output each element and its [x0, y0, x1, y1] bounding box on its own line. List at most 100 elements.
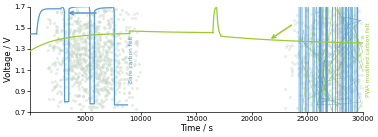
- Point: [314, 45, 321, 47]
- Point: [71, 28, 77, 31]
- Point: [60, 42, 67, 44]
- Point: [323, 17, 329, 19]
- Point: [77, 80, 83, 82]
- Point: [87, 33, 93, 35]
- Point: [85, 55, 91, 57]
- Point: [133, 79, 139, 81]
- Point: [306, 80, 312, 82]
- Point: [132, 59, 138, 61]
- Point: [112, 54, 118, 56]
- Point: [333, 104, 339, 106]
- Point: [72, 100, 78, 102]
- Point: [306, 96, 312, 99]
- Point: [322, 59, 328, 62]
- Point: [93, 35, 99, 37]
- Point: [102, 62, 108, 64]
- Point: [102, 80, 108, 83]
- Point: [102, 58, 108, 61]
- Point: [91, 11, 98, 13]
- Point: [100, 17, 106, 19]
- Point: [113, 44, 119, 46]
- Point: [134, 42, 140, 44]
- Point: [58, 12, 64, 14]
- Point: [85, 75, 91, 78]
- Point: [299, 98, 305, 100]
- Point: [83, 65, 89, 67]
- Point: [108, 73, 114, 75]
- Point: [104, 57, 110, 59]
- Point: [109, 98, 115, 100]
- Point: [63, 51, 69, 53]
- Point: [335, 28, 341, 30]
- Point: [304, 42, 310, 44]
- Point: [340, 27, 346, 29]
- Point: [300, 56, 306, 58]
- Point: [82, 99, 88, 101]
- Point: [319, 44, 325, 46]
- Point: [103, 41, 109, 43]
- Point: [60, 43, 66, 45]
- Point: [84, 73, 90, 75]
- Point: [305, 80, 311, 82]
- Point: [109, 78, 115, 80]
- Point: [101, 41, 107, 43]
- Point: [51, 34, 57, 37]
- Point: [323, 24, 329, 26]
- Point: [102, 95, 108, 97]
- Point: [336, 66, 342, 69]
- Point: [90, 59, 96, 61]
- Point: [344, 14, 350, 16]
- Point: [315, 84, 321, 87]
- Point: [313, 56, 319, 58]
- Point: [344, 65, 350, 67]
- Point: [289, 68, 295, 71]
- Point: [311, 20, 318, 22]
- Point: [108, 68, 114, 70]
- Point: [330, 30, 336, 32]
- Point: [330, 41, 336, 44]
- Point: [94, 38, 100, 40]
- Point: [316, 74, 322, 76]
- Point: [72, 30, 78, 32]
- Point: [116, 82, 122, 85]
- Point: [317, 89, 323, 92]
- Point: [53, 29, 59, 31]
- Point: [76, 49, 82, 51]
- Point: [332, 57, 338, 59]
- Point: [70, 75, 76, 77]
- Point: [76, 72, 82, 74]
- Point: [321, 44, 327, 46]
- Point: [328, 108, 334, 110]
- Point: [341, 38, 347, 40]
- Point: [82, 77, 88, 80]
- Point: [114, 71, 120, 73]
- Point: [87, 49, 93, 51]
- Point: [71, 40, 77, 42]
- Point: [341, 60, 347, 62]
- Point: [107, 26, 113, 28]
- Point: [117, 13, 123, 15]
- Point: [110, 80, 116, 82]
- Point: [288, 67, 294, 69]
- Point: [81, 33, 87, 35]
- Point: [320, 22, 326, 24]
- Point: [341, 71, 347, 73]
- Point: [93, 55, 99, 57]
- Point: [75, 48, 81, 50]
- Point: [300, 60, 306, 62]
- Point: [343, 75, 349, 77]
- Point: [92, 86, 98, 88]
- Point: [126, 96, 132, 99]
- Point: [327, 70, 333, 72]
- Point: [336, 31, 342, 34]
- Point: [72, 48, 78, 50]
- Point: [336, 30, 342, 32]
- Point: [343, 71, 349, 73]
- Point: [319, 68, 325, 70]
- Point: [326, 72, 332, 75]
- Point: [347, 43, 353, 45]
- Point: [96, 21, 102, 23]
- Point: [92, 46, 98, 48]
- Point: [297, 67, 304, 69]
- Point: [319, 21, 325, 23]
